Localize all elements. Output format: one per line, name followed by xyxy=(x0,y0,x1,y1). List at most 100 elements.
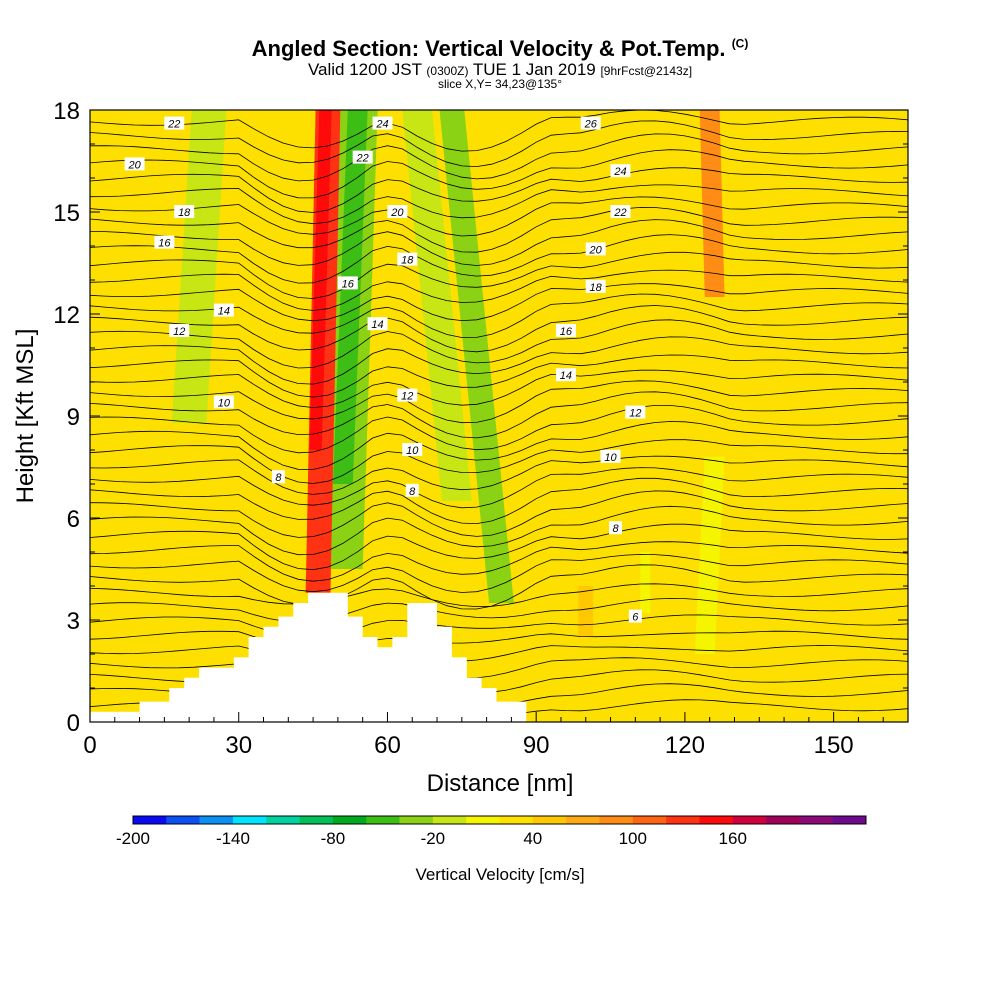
valid-time-line: Valid 1200 JST (0300Z) TUE 1 Jan 2019 [9… xyxy=(0,60,1000,80)
x-axis-label: Distance [nm] xyxy=(427,770,574,797)
theta-label-text: 14 xyxy=(218,306,230,318)
colorbar-swatch xyxy=(732,816,767,824)
colorbar-tick-label: -200 xyxy=(116,829,150,848)
theta-label-bg xyxy=(367,317,388,331)
theta-label-bg xyxy=(337,276,358,290)
theta-contour xyxy=(90,319,908,369)
colorbar-swatch xyxy=(532,816,567,824)
colorbar: -200 -140 -80 -20 40 100 160 xyxy=(116,815,867,848)
terrain xyxy=(139,592,527,722)
theta-label: 20 xyxy=(387,205,408,219)
velocity-band xyxy=(171,110,227,423)
colorbar-swatch xyxy=(432,816,467,824)
theta-label-bg xyxy=(387,205,408,218)
colorbar-tick-label: 160 xyxy=(719,829,747,848)
theta-contour xyxy=(90,405,908,454)
theta-label-text: 8 xyxy=(409,486,416,498)
theta-contour xyxy=(90,477,908,525)
theta-label-bg xyxy=(213,395,234,409)
theta-label: 10 xyxy=(213,395,234,409)
theta-contour xyxy=(90,336,908,385)
theta-contour xyxy=(90,597,908,623)
theta-label-text: 10 xyxy=(218,397,231,409)
theta-label: 16 xyxy=(555,324,576,338)
theta-contour xyxy=(90,391,908,439)
theta-label-bg xyxy=(397,388,418,402)
velocity-band xyxy=(309,110,332,450)
theta-label-bg xyxy=(555,324,576,337)
theta-label-bg xyxy=(610,205,631,218)
title-tag: (C) xyxy=(731,36,749,51)
theta-label-bg xyxy=(628,609,642,623)
theta-contour-labels: 22 20 18 16 14 12 10 8 24 22 20 18 16 14 12 10 8 26 24 22 20… xyxy=(124,116,646,624)
velocity-bands xyxy=(171,110,725,654)
theta-label: 20 xyxy=(124,157,145,171)
colorbar-swatch xyxy=(199,816,234,824)
velocity-band xyxy=(439,110,514,603)
theta-label: 12 xyxy=(625,405,646,420)
theta-contour xyxy=(90,120,908,168)
theta-label: 26 xyxy=(580,116,601,131)
theta-label-bg xyxy=(625,405,646,419)
theta-label-text: 20 xyxy=(589,244,603,256)
theta-label: 18 xyxy=(174,205,195,219)
colorbar-tick-label: -80 xyxy=(321,829,346,848)
theta-contour xyxy=(90,380,908,424)
theta-contour xyxy=(90,206,908,253)
velocity-band xyxy=(578,586,594,637)
theta-label-text: 24 xyxy=(613,166,626,178)
theta-contour xyxy=(90,564,908,610)
theta-contour xyxy=(90,133,908,182)
colorbar-swatch xyxy=(566,816,600,824)
theta-label-text: 18 xyxy=(178,207,191,219)
title-text: Angled Section: Vertical Velocity & Pot.… xyxy=(251,36,726,61)
colorbar-swatch xyxy=(232,816,267,824)
y-tick-label: 18 xyxy=(53,98,80,125)
theta-label-bg xyxy=(213,303,234,317)
x-tick-label: 150 xyxy=(814,732,854,759)
y-tick-label: 9 xyxy=(67,404,80,431)
colorbar-swatch xyxy=(499,816,534,824)
theta-label-text: 8 xyxy=(275,472,282,484)
theta-label-text: 12 xyxy=(629,408,641,420)
theta-label: 10 xyxy=(600,449,621,464)
colorbar-swatch xyxy=(799,816,833,824)
theta-label-text: 14 xyxy=(560,370,572,382)
theta-contour xyxy=(90,354,908,398)
theta-label: 14 xyxy=(367,317,388,331)
theta-label-bg xyxy=(585,242,606,256)
slice-line: slice X,Y= 34,23@135° xyxy=(437,77,563,91)
theta-label: 12 xyxy=(397,388,418,403)
theta-label: 8 xyxy=(405,483,419,498)
colorbar-swatch xyxy=(133,816,167,824)
theta-contour xyxy=(90,490,908,538)
colorbar-swatch xyxy=(266,816,300,824)
colorbar-tick-label: -20 xyxy=(421,829,446,848)
valid-prefix: Valid 1200 JST xyxy=(307,60,422,79)
theta-contour xyxy=(90,251,908,299)
colorbar-swatch xyxy=(632,816,667,824)
theta-label-text: 12 xyxy=(173,326,185,338)
colorbar-swatch xyxy=(699,816,734,824)
valid-utc: (0300Z) xyxy=(426,64,469,78)
theta-label-bg xyxy=(580,116,601,130)
colorbar-swatch xyxy=(332,816,367,824)
theta-label-bg xyxy=(124,157,145,171)
theta-label: 22 xyxy=(352,150,373,165)
y-tick-label: 0 xyxy=(67,710,80,737)
theta-label-text: 20 xyxy=(127,159,141,171)
velocity-band xyxy=(694,456,725,654)
theta-label: 24 xyxy=(372,116,393,131)
theta-label: 22 xyxy=(610,205,631,219)
theta-contour xyxy=(90,553,908,593)
theta-label-text: 22 xyxy=(167,119,180,131)
y-axis-label: Height [Kft MSL] xyxy=(12,329,39,504)
colorbar-tick-label: 40 xyxy=(523,829,542,848)
theta-label-text: 6 xyxy=(632,612,639,624)
forecast-tag: [9hrFcst@2143z] xyxy=(600,64,693,78)
colorbar-swatch xyxy=(832,816,867,824)
x-axis-ticks: 0 30 60 90 120 150 xyxy=(83,712,884,759)
theta-label-text: 16 xyxy=(560,326,573,338)
colorbar-swatch xyxy=(299,816,334,824)
